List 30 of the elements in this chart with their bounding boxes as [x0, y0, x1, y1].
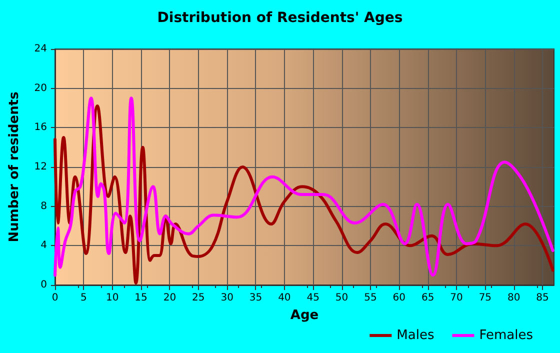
x-tick-label: 30	[220, 292, 234, 304]
x-tick-label: 75	[478, 292, 492, 304]
x-axis-title: Age	[290, 308, 319, 323]
x-tick-label: 45	[306, 292, 320, 304]
y-axis-title: Number of residents	[7, 91, 22, 242]
x-tick-label: 5	[80, 292, 87, 304]
y-tick-label: 20	[34, 82, 47, 94]
y-tick-label: 16	[34, 122, 47, 134]
x-tick-label: 40	[278, 292, 291, 304]
x-tick-label: 85	[536, 292, 549, 304]
y-tick-label: 12	[34, 162, 47, 172]
y-tick-label: 4	[40, 240, 47, 252]
x-tick-label: 10	[106, 292, 119, 304]
x-tick-label: 50	[335, 292, 348, 304]
x-tick-label: 35	[249, 292, 262, 304]
x-tick-label: 25	[192, 292, 205, 304]
x-tick-label: 60	[392, 292, 406, 304]
x-tick-label: 20	[163, 292, 176, 304]
x-tick-label: 0	[52, 292, 58, 304]
y-tick-label: 0	[40, 280, 47, 290]
x-tick-label: 55	[364, 292, 377, 304]
legend-label: Females	[479, 328, 534, 343]
x-tick-label: 15	[134, 292, 148, 304]
legend-label: Males	[396, 328, 434, 343]
y-tick-label: 24	[34, 44, 47, 54]
x-tick-label: 80	[507, 292, 520, 304]
x-tick-label: 65	[421, 292, 434, 304]
y-tick-label: 8	[40, 200, 47, 212]
x-tick-label: 70	[450, 292, 463, 304]
chart-title: Distribution of Residents' Ages	[157, 10, 403, 26]
